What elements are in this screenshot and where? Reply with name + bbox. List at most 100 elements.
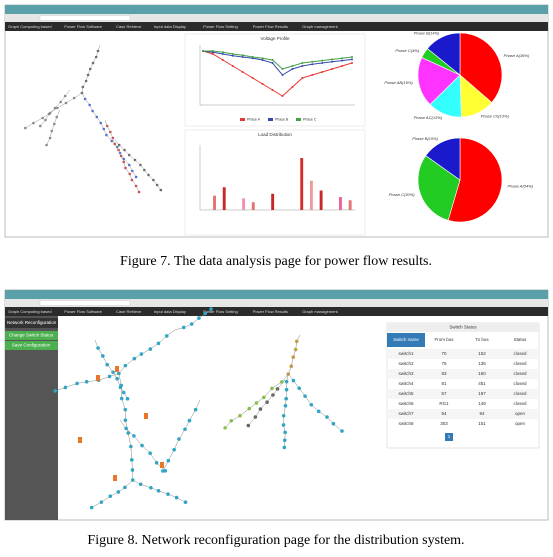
- pie-label: Phase A(36%): [504, 53, 530, 58]
- cell: closed: [513, 371, 527, 376]
- pie-label: Phase C0(13%): [481, 114, 510, 119]
- edge: [118, 373, 122, 386]
- menu-item[interactable]: Power Flow Results: [253, 309, 288, 314]
- menu-item[interactable]: Power Flow Software: [64, 309, 103, 314]
- page-number[interactable]: 1: [448, 434, 451, 439]
- edge: [40, 119, 46, 127]
- point: [221, 51, 224, 54]
- point: [231, 53, 234, 55]
- node: [183, 500, 188, 505]
- node: [39, 124, 42, 128]
- menu-item[interactable]: Case Retrieve: [116, 309, 142, 314]
- bar: [339, 197, 342, 210]
- caption: Figure 8. Network reconfiguration page f…: [87, 533, 464, 548]
- edge: [133, 435, 143, 446]
- node: [340, 429, 344, 433]
- bar: [213, 195, 216, 210]
- node: [89, 505, 94, 510]
- pie-charts: Phase A(36%) Phase C0(13%) Phase AC(13%) Ph…: [384, 31, 534, 223]
- node: [119, 154, 123, 158]
- menu-item[interactable]: Case Retrieve: [116, 24, 142, 29]
- cell: closed: [513, 401, 527, 406]
- column-header[interactable]: Switch name: [393, 337, 419, 342]
- title-bar: [5, 5, 548, 14]
- point: [351, 62, 353, 64]
- menu-item[interactable]: Input data Display: [154, 309, 186, 314]
- button-label[interactable]: Change Switch Status: [9, 333, 54, 338]
- node: [283, 430, 287, 435]
- node: [223, 426, 227, 430]
- cell: switch1: [398, 351, 414, 356]
- bar: [251, 202, 255, 210]
- node: [125, 396, 130, 401]
- pie-label: Phase AC(13%): [414, 115, 443, 120]
- edge: [127, 432, 132, 447]
- bar: [271, 193, 275, 210]
- caption: Figure 7. The data analysis page for pow…: [120, 254, 432, 269]
- point: [341, 59, 344, 62]
- address-bar: [5, 299, 548, 307]
- pie-slice: [447, 137, 503, 223]
- point: [341, 57, 344, 60]
- menu-item[interactable]: Input data Display: [154, 24, 186, 29]
- edge: [121, 398, 126, 410]
- point: [271, 89, 274, 91]
- page-button[interactable]: [445, 433, 453, 441]
- column-header[interactable]: Status: [514, 337, 528, 342]
- button-label[interactable]: Save Configuration: [12, 343, 51, 348]
- menu-bar: [5, 22, 548, 31]
- point: [261, 57, 264, 60]
- menu: Graph Computing based Power Flow Software…: [8, 309, 339, 314]
- point: [231, 54, 234, 57]
- button[interactable]: [5, 331, 58, 340]
- menu-item[interactable]: Power Flow Setting: [203, 24, 237, 29]
- node: [282, 438, 287, 443]
- edge: [263, 388, 273, 398]
- chart-title: Load Distribution: [258, 132, 292, 137]
- edge: [178, 429, 186, 440]
- point: [301, 77, 304, 79]
- node: [24, 126, 27, 130]
- node: [282, 445, 287, 450]
- menu-item[interactable]: Power Flow Results: [253, 24, 288, 29]
- legend-label: Phase A: [247, 117, 261, 121]
- row-bg: [387, 349, 539, 359]
- row-bg: [387, 409, 539, 419]
- button[interactable]: [5, 341, 58, 350]
- cell: 303: [440, 421, 448, 426]
- menu-item[interactable]: Graph Computing based: [8, 309, 52, 314]
- cell: switch8: [398, 421, 414, 426]
- cell: 83: [441, 371, 447, 376]
- menu-item[interactable]: Graph Computing based: [8, 24, 52, 29]
- edge: [65, 97, 75, 104]
- node: [246, 423, 251, 428]
- pie-label: Phase A(54%): [508, 184, 534, 189]
- legend-swatch: [296, 118, 301, 121]
- edge: [91, 501, 102, 508]
- point: [211, 53, 214, 55]
- cell: 197: [478, 391, 486, 396]
- series-line: [202, 50, 353, 97]
- edge: [239, 408, 250, 416]
- edge: [74, 92, 83, 99]
- edge: [158, 335, 167, 344]
- series-line: [202, 50, 353, 76]
- pie-slice: [417, 155, 461, 221]
- cell: switch5: [398, 391, 414, 396]
- node: [105, 124, 109, 128]
- address-bar: [5, 14, 548, 22]
- node: [159, 188, 163, 192]
- column-header[interactable]: To bus: [475, 337, 489, 342]
- menu-item[interactable]: Graph management: [302, 24, 338, 29]
- column-header[interactable]: From bus: [434, 337, 454, 342]
- node: [137, 190, 141, 194]
- line-chart: Phase A Phase B Phase C: [199, 45, 355, 121]
- cell: 152: [478, 351, 486, 356]
- menu-item[interactable]: Graph management: [302, 309, 338, 314]
- menu-item[interactable]: Power Flow Software: [64, 24, 103, 29]
- point: [281, 74, 284, 76]
- menu-item[interactable]: Power Flow Setting: [203, 309, 237, 314]
- point: [311, 74, 314, 76]
- menu-bar: [5, 307, 548, 316]
- edge: [57, 102, 67, 109]
